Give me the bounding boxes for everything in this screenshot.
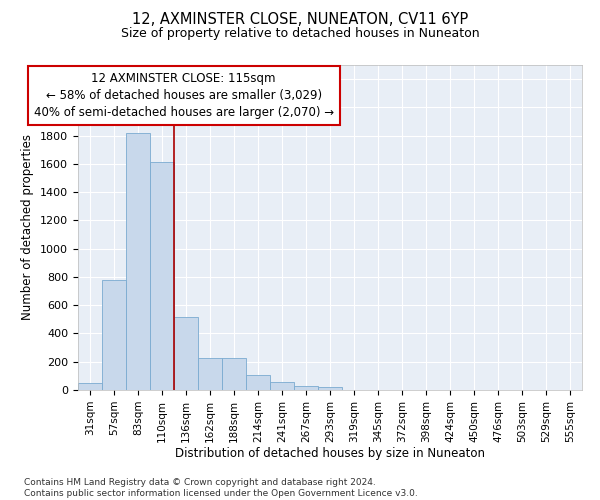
Y-axis label: Number of detached properties: Number of detached properties [22,134,34,320]
Bar [102,280,126,390]
Text: Contains HM Land Registry data © Crown copyright and database right 2024.
Contai: Contains HM Land Registry data © Crown c… [24,478,418,498]
Text: 12 AXMINSTER CLOSE: 115sqm
← 58% of detached houses are smaller (3,029)
40% of s: 12 AXMINSTER CLOSE: 115sqm ← 58% of deta… [34,72,334,119]
Text: Size of property relative to detached houses in Nuneaton: Size of property relative to detached ho… [121,28,479,40]
Bar [222,358,246,390]
Bar [174,316,198,390]
Bar [126,133,150,390]
Bar [294,386,318,390]
X-axis label: Distribution of detached houses by size in Nuneaton: Distribution of detached houses by size … [175,448,485,460]
Bar [198,358,222,390]
Bar [270,382,294,390]
Bar [318,388,342,390]
Bar [246,375,270,390]
Text: 12, AXMINSTER CLOSE, NUNEATON, CV11 6YP: 12, AXMINSTER CLOSE, NUNEATON, CV11 6YP [132,12,468,28]
Bar [78,383,102,390]
Bar [150,162,174,390]
